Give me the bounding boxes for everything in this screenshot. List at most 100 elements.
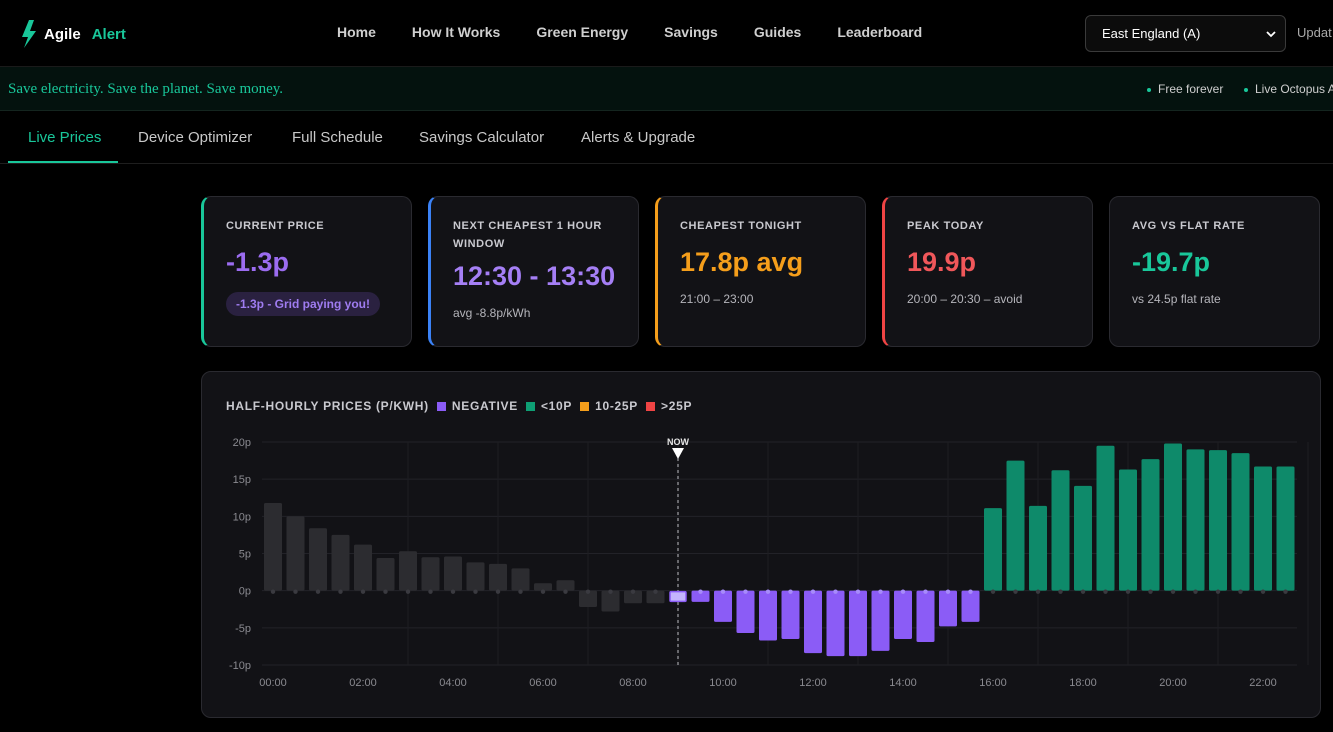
card-label: PEAK TODAY — [907, 220, 984, 232]
logo[interactable]: Agile Alert — [20, 20, 126, 48]
tab-savings-calculator[interactable]: Savings Calculator — [419, 129, 545, 146]
y-tick-label: -5p — [235, 623, 251, 635]
tab-live-prices[interactable]: Live Prices — [28, 129, 102, 146]
price-bar — [376, 557, 395, 591]
lightning-logo-icon — [22, 20, 36, 48]
price-bar — [1074, 485, 1092, 591]
flat-rate-note: vs 24.5p flat rate — [1132, 292, 1221, 306]
chart-title: HALF-HOURLY PRICES (P/KWH) — [226, 399, 429, 413]
card-label: CURRENT PRICE — [226, 220, 325, 232]
price-bar — [1164, 443, 1182, 591]
price-bar — [534, 583, 552, 591]
update-button[interactable]: Updat — [1297, 25, 1332, 40]
zero-dot — [878, 589, 883, 594]
price-bar — [849, 590, 867, 657]
tab-device-optimizer[interactable]: Device Optimizer — [138, 129, 253, 146]
region-select[interactable]: East England (A) — [1085, 15, 1286, 52]
zero-dot — [450, 589, 456, 594]
zero-dot — [293, 589, 298, 594]
legend-negative: NEGATIVE — [436, 399, 518, 413]
zero-dot — [990, 589, 996, 594]
price-bar — [714, 590, 732, 622]
price-bar — [916, 590, 935, 642]
price-bar — [399, 551, 417, 591]
price-bar — [421, 557, 440, 591]
price-bar — [826, 590, 845, 657]
legend-swatch — [525, 401, 535, 411]
price-bar — [511, 568, 530, 591]
x-tick-label: 06:00 — [529, 677, 557, 689]
x-tick-label: 04:00 — [439, 677, 467, 689]
price-bar — [1254, 466, 1272, 591]
zero-dot — [945, 589, 951, 594]
current-price-card: CURRENT PRICE -1.3p -1.3p - Grid paying … — [201, 196, 412, 347]
zero-dot — [900, 589, 906, 594]
zero-dot — [1125, 589, 1131, 594]
nav-green-energy-link[interactable]: Green Energy — [536, 24, 629, 40]
cheapest-tonight-card: CHEAPEST TONIGHT 17.8p avg 21:00 – 23:00 — [655, 196, 866, 347]
current-price-value: -1.3p — [226, 247, 290, 277]
zero-dot — [473, 589, 478, 594]
tab-full-schedule[interactable]: Full Schedule — [292, 129, 383, 146]
bullet-icon — [1244, 87, 1248, 92]
zero-dot — [1035, 589, 1041, 594]
price-bar — [1096, 445, 1115, 591]
price-bar — [759, 590, 777, 641]
price-chart: 20p 15p 10p 5p 0p -5p -10p 00:00 02:00 04:00 06:00… — [229, 437, 1309, 689]
zero-dot — [698, 589, 703, 594]
zero-dot — [1080, 589, 1086, 594]
zero-dot — [720, 589, 726, 594]
tagline-bar: Save electricity. Save the planet. Save … — [0, 67, 1333, 111]
price-bar — [1006, 460, 1025, 591]
zero-dot — [405, 589, 411, 594]
peak-today-value: 19.9p — [907, 247, 977, 277]
y-tick-label: 15p — [233, 474, 251, 486]
x-tick-label: 00:00 — [259, 677, 287, 689]
now-marker-icon — [672, 448, 684, 459]
nav-guides-link[interactable]: Guides — [753, 24, 802, 40]
legend-swatch — [436, 401, 446, 411]
zero-dot — [360, 589, 366, 594]
zero-dot — [270, 589, 276, 594]
cheapest-window-value: 12:30 - 13:30 — [453, 261, 616, 291]
price-bar — [601, 590, 620, 612]
x-tick-label: 22:00 — [1249, 677, 1277, 689]
price-bar — [556, 580, 575, 591]
now-label: NOW — [667, 437, 690, 447]
x-tick-label: 18:00 — [1069, 677, 1097, 689]
cheapest-window-avg: avg -8.8p/kWh — [453, 306, 531, 320]
x-tick-label: 08:00 — [619, 677, 647, 689]
price-bar — [804, 590, 822, 654]
nav-leaderboard-link[interactable]: Leaderboard — [837, 24, 923, 40]
x-tick-label: 14:00 — [889, 677, 917, 689]
zero-dot — [765, 589, 771, 594]
zero-dot — [1058, 589, 1063, 594]
bullet-icon — [1147, 87, 1151, 92]
logo-text-primary: Agile — [44, 25, 81, 43]
zero-dot — [585, 589, 591, 594]
nav-savings-link[interactable]: Savings — [664, 24, 718, 40]
feature-live-octopus: Live Octopus A — [1244, 82, 1333, 96]
zero-dot — [968, 589, 973, 594]
zero-dot — [383, 589, 388, 594]
card-label: CHEAPEST TONIGHT — [680, 220, 802, 232]
price-bar — [489, 563, 507, 591]
zero-dot — [1238, 589, 1243, 594]
price-bar — [646, 590, 665, 604]
nav-how-it-works-link[interactable]: How It Works — [411, 24, 501, 40]
y-tick-label: 20p — [233, 437, 251, 449]
price-bar — [1209, 450, 1227, 591]
top-navbar: Agile Alert Home How It Works Green Energ… — [0, 0, 1333, 67]
zero-dot — [743, 589, 748, 594]
zero-dot — [1193, 589, 1198, 594]
nav-home-link[interactable]: Home — [337, 24, 376, 40]
price-bar — [984, 508, 1002, 591]
price-bar — [444, 556, 462, 591]
zero-dot — [788, 589, 793, 594]
logo-text-accent: Alert — [91, 25, 126, 43]
tab-alerts-upgrade[interactable]: Alerts & Upgrade — [581, 129, 696, 146]
legend-over-25p: >25P — [646, 399, 692, 413]
card-label: NEXT CHEAPEST 1 HOUR WINDOW — [453, 220, 602, 250]
price-bar — [579, 590, 597, 608]
avg-vs-flat-value: -19.7p — [1132, 247, 1211, 277]
